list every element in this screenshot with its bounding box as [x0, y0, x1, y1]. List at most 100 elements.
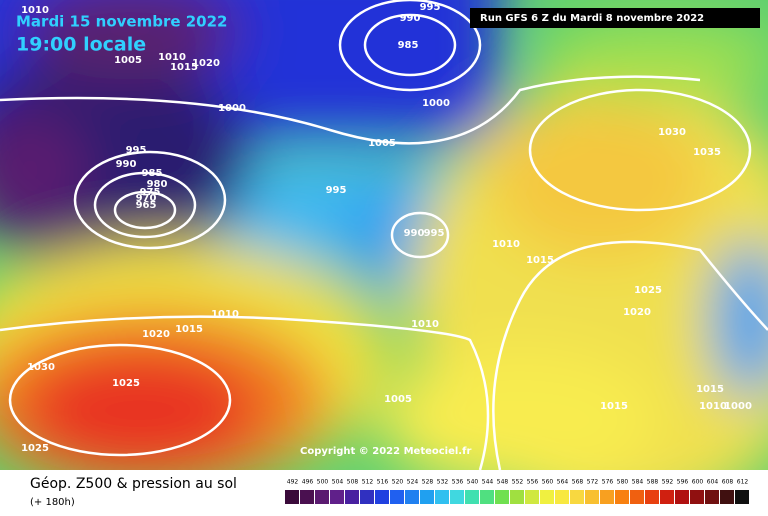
scale-swatch: [285, 490, 299, 504]
isobar-label: 1015: [526, 255, 554, 266]
isobar-label: 1020: [142, 329, 170, 340]
scale-swatch: [375, 490, 389, 504]
isobar-label: 1020: [623, 307, 651, 318]
scale-label: 508: [347, 479, 359, 486]
isobar-label: 1005: [114, 55, 142, 66]
forecast-date: Mardi 15 novembre 2022: [16, 13, 228, 31]
scale-label: 576: [602, 479, 614, 486]
run-box: [470, 8, 760, 28]
scale-swatch: [480, 490, 494, 504]
isobar-label: 1015: [170, 62, 198, 73]
isobar-label: 995: [126, 145, 147, 156]
isobar-label: 1010: [492, 239, 520, 250]
scale-label: 532: [437, 479, 449, 486]
scale-label: 540: [467, 479, 479, 486]
scale-swatch: [525, 490, 539, 504]
isobar-label: 1005: [384, 394, 412, 405]
scale-label: 548: [497, 479, 509, 486]
isobar-label: 995: [326, 185, 347, 196]
scale-swatch: [510, 490, 524, 504]
scale-label: 504: [332, 479, 344, 486]
scale-swatch: [330, 490, 344, 504]
isobar-label: 1035: [693, 147, 721, 158]
scale-swatch: [435, 490, 449, 504]
scale-label: 512: [362, 479, 374, 486]
isobar-label: 990: [400, 13, 421, 24]
scale-label: 612: [737, 479, 749, 486]
isobar-label: 1000: [724, 401, 752, 412]
isobar-label: 1025: [634, 285, 662, 296]
isobar-label: 1010: [411, 319, 439, 330]
isobar-label: 1010: [158, 52, 186, 63]
scale-label: 564: [557, 479, 569, 486]
scale-label: 572: [587, 479, 599, 486]
scale-label: 592: [662, 479, 674, 486]
isobar-label: 1015: [175, 324, 203, 335]
isobar-label: 1020: [192, 58, 220, 69]
scale-swatch: [465, 490, 479, 504]
scale-label: 588: [647, 479, 659, 486]
isobar-label: 990: [404, 228, 425, 239]
isobar-label: 985: [398, 40, 419, 51]
isobar-label: 1030: [27, 362, 55, 373]
scale-label: 500: [317, 479, 329, 486]
scale-label: 520: [392, 479, 404, 486]
isobar-label: 975: [140, 187, 161, 198]
scale-swatch: [630, 490, 644, 504]
scale-label: 552: [512, 479, 524, 486]
run-info: Run GFS 6 Z du Mardi 8 novembre 2022: [480, 13, 704, 24]
isobar-label: 1010: [699, 401, 727, 412]
scale-swatch: [390, 490, 404, 504]
scale-label: 608: [722, 479, 734, 486]
legend-title: Géop. Z500 & pression au sol: [30, 476, 237, 492]
scale-swatch: [420, 490, 434, 504]
scale-swatch: [585, 490, 599, 504]
scale-swatch: [555, 490, 569, 504]
scale-swatch: [735, 490, 749, 504]
scale-swatch: [345, 490, 359, 504]
scale-label: 604: [707, 479, 719, 486]
color-scale: 492 496 500 504 508 512 516 520 524 528 532 536 540 5…: [285, 479, 749, 504]
scale-label: 536: [452, 479, 464, 486]
scale-label: 600: [692, 479, 704, 486]
forecast-time: 19:00 locale: [16, 34, 146, 56]
isobar-label: 1015: [600, 401, 628, 412]
scale-swatch: [360, 490, 374, 504]
isobar-label: 970: [136, 193, 157, 204]
isobar-label: 1010: [211, 309, 239, 320]
isobar-label: 1015: [696, 384, 724, 395]
scale-swatch: [300, 490, 314, 504]
scale-label: 492: [287, 479, 299, 486]
scale-swatch: [600, 490, 614, 504]
scale-swatch: [705, 490, 719, 504]
scale-label: 496: [302, 479, 314, 486]
scale-swatch: [615, 490, 629, 504]
isobar-label: 995: [420, 2, 441, 13]
scale-swatch: [450, 490, 464, 504]
scale-label: 584: [632, 479, 644, 486]
isobar-label: 1000: [218, 103, 246, 114]
isobar-label: 995: [424, 228, 445, 239]
scale-swatch: [570, 490, 584, 504]
scale-label: 556: [527, 479, 539, 486]
isobar-label: 985: [142, 168, 163, 179]
isobar-label: 1005: [368, 138, 396, 149]
scale-label: 568: [572, 479, 584, 486]
scale-swatch: [645, 490, 659, 504]
isobar-label: 1025: [112, 378, 140, 389]
scale-swatch: [720, 490, 734, 504]
isobar-label: 1030: [658, 127, 686, 138]
scale-swatch: [315, 490, 329, 504]
copyright: Copyright © 2022 Meteociel.fr: [300, 446, 471, 457]
isobar-label: 990: [116, 159, 137, 170]
isobar-label: 1000: [422, 98, 450, 109]
scale-swatch: [660, 490, 674, 504]
legend-subtitle: (+ 180h): [30, 497, 75, 508]
isobars: [0, 0, 768, 470]
scale-swatch: [690, 490, 704, 504]
isobar-label: 1025: [21, 443, 49, 454]
scale-swatch: [495, 490, 509, 504]
